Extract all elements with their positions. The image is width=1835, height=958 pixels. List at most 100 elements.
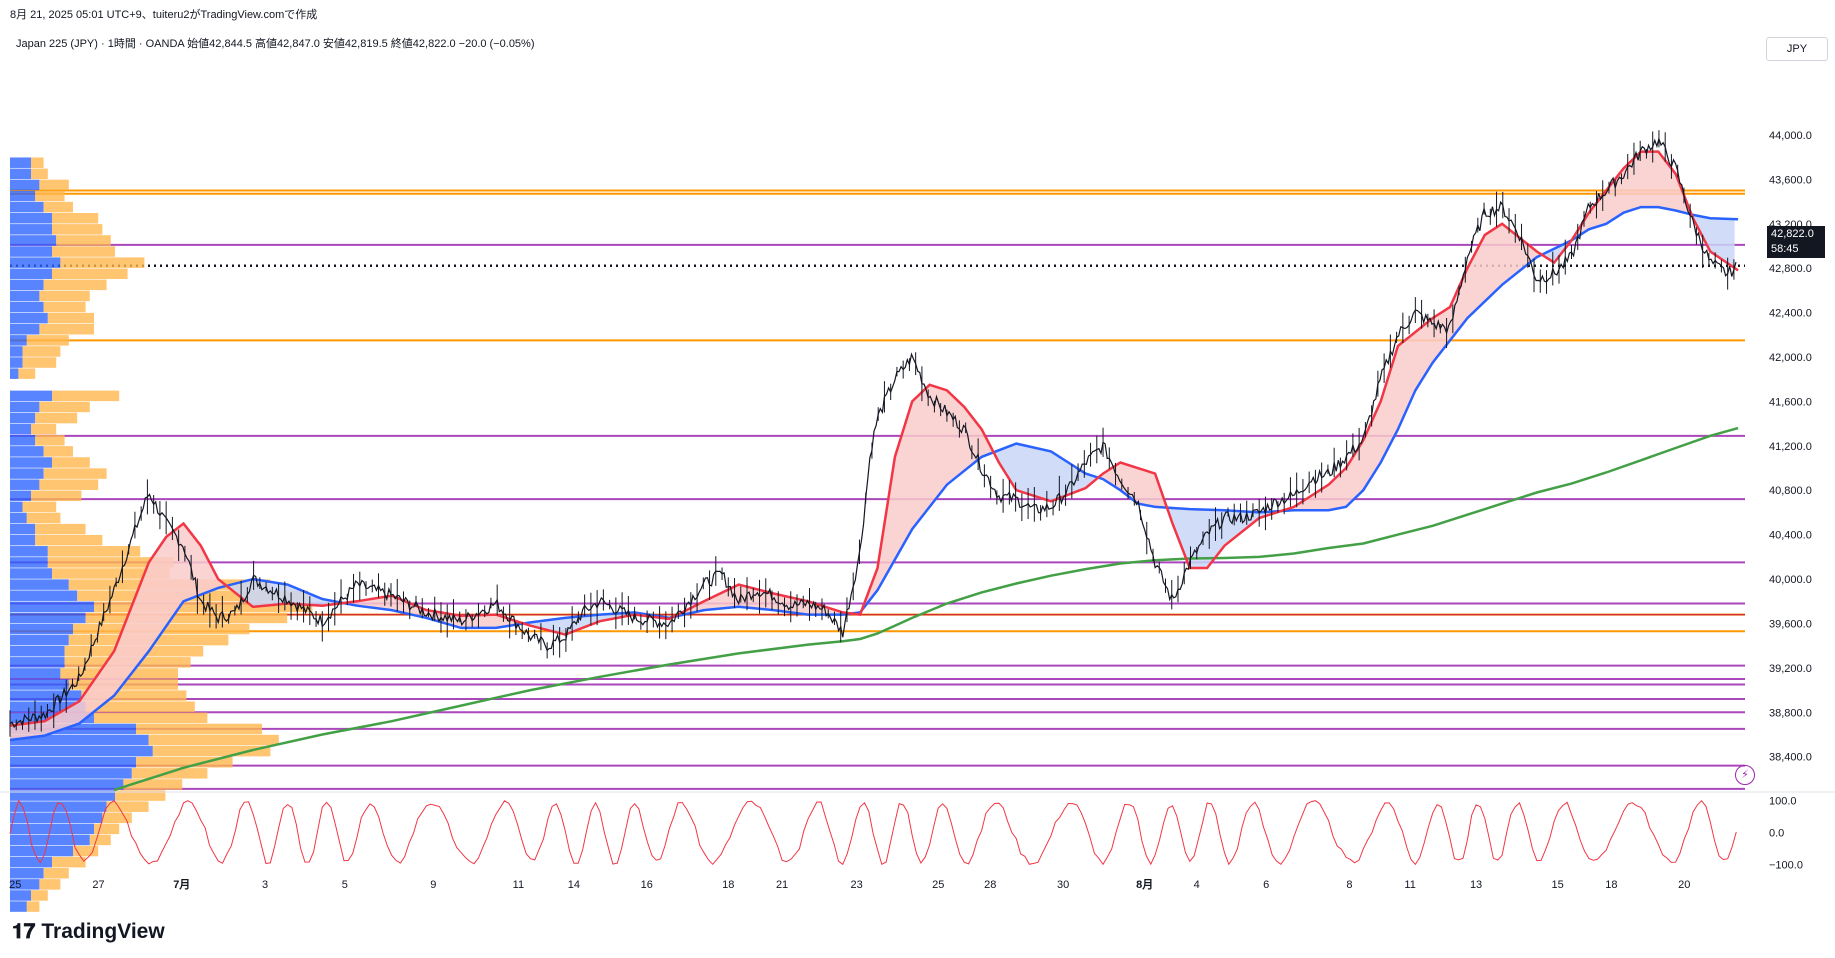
price-tick-label: 42,400.0 xyxy=(1769,308,1812,320)
volume-bar-blue xyxy=(10,301,44,313)
volume-bar-orange xyxy=(60,257,145,268)
volume-bar-orange xyxy=(35,534,103,546)
volume-bar-blue xyxy=(10,490,31,502)
logo-text: TradingView xyxy=(41,920,165,943)
price-tick-label: 39,200.0 xyxy=(1769,663,1812,675)
volume-bar-blue xyxy=(10,734,149,746)
volume-bar-blue xyxy=(10,468,44,479)
volume-bar-blue xyxy=(10,868,44,879)
price-tick-label: 38,400.0 xyxy=(1769,752,1812,764)
volume-bar-orange xyxy=(35,435,65,446)
volume-bar-orange xyxy=(81,690,187,701)
symbol-ohlc-legend[interactable]: Japan 225 (JPY) · 1時間 · OANDA 始値42,844.5… xyxy=(16,38,535,50)
time-tick-label: 28 xyxy=(984,879,996,891)
volume-bar-blue xyxy=(10,346,23,357)
volume-bar-blue xyxy=(10,179,40,191)
volume-bar-blue xyxy=(10,523,36,535)
tradingview-logo[interactable]: 𝟏𝟕 TradingView xyxy=(12,920,165,944)
time-tick-label: 15 xyxy=(1551,879,1563,891)
time-tick-label: 5 xyxy=(342,879,348,891)
volume-bar-orange xyxy=(85,701,195,712)
currency-button[interactable]: JPY xyxy=(1766,37,1828,61)
volume-bar-orange xyxy=(18,368,36,379)
time-tick-label: 30 xyxy=(1057,879,1069,891)
price-tick-label: 39,600.0 xyxy=(1769,618,1812,630)
bear-cloud xyxy=(523,612,673,635)
volume-bar-blue xyxy=(10,190,36,202)
bull-cloud xyxy=(860,384,992,615)
oscillator-tick-label: 0.0 xyxy=(1769,828,1784,840)
price-series xyxy=(9,130,1737,737)
volume-bar-blue xyxy=(10,856,52,868)
time-tick-label: 8月 xyxy=(1136,878,1153,891)
time-tick-label: 11 xyxy=(513,879,524,891)
oscillator-tick-label: 100.0 xyxy=(1769,796,1797,808)
price-tick-label: 40,400.0 xyxy=(1769,530,1812,542)
volume-bar-blue xyxy=(10,312,48,324)
volume-bar-orange xyxy=(47,546,141,557)
time-tick-label: 7月 xyxy=(173,878,190,891)
volume-bar-orange xyxy=(43,201,73,213)
volume-bar-orange xyxy=(22,501,57,513)
volume-bar-blue xyxy=(10,534,36,546)
volume-bar-blue xyxy=(10,324,40,335)
bull-cloud xyxy=(672,584,850,618)
volume-bar-blue xyxy=(10,801,107,812)
volume-bar-orange xyxy=(39,290,90,302)
price-axis: 44,000.043,600.043,200.042,800.042,400.0… xyxy=(1769,130,1812,764)
volume-bar-orange xyxy=(136,723,262,735)
bar-countdown: 58:45 xyxy=(1771,243,1799,255)
price-tick-label: 43,600.0 xyxy=(1769,174,1812,186)
bull-cloud xyxy=(1568,151,1690,245)
volume-bar-blue xyxy=(10,368,19,379)
price-tick-label: 42,000.0 xyxy=(1769,352,1812,364)
volume-bar-orange xyxy=(39,324,94,335)
volume-bar-blue xyxy=(10,668,61,679)
mid-ma-line xyxy=(9,205,1739,742)
volume-bar-orange xyxy=(35,412,78,424)
volume-bar-blue xyxy=(10,412,36,424)
price-tick-label: 40,000.0 xyxy=(1769,574,1812,586)
volume-bar-blue xyxy=(10,201,44,213)
time-tick-label: 20 xyxy=(1678,879,1690,891)
time-tick-label: 16 xyxy=(641,879,653,891)
volume-bar-blue xyxy=(10,357,23,368)
price-line xyxy=(9,136,1737,729)
volume-bar-orange xyxy=(26,335,69,346)
time-tick-label: 27 xyxy=(92,879,104,891)
volume-bar-blue xyxy=(10,290,40,302)
oscillator-tick-label: −100.0 xyxy=(1769,859,1803,871)
volume-bar-blue xyxy=(10,401,40,413)
time-tick-label: 13 xyxy=(1470,879,1482,891)
time-tick-label: 25 xyxy=(9,879,21,891)
volume-bar-blue xyxy=(10,479,40,490)
volume-bar-orange xyxy=(148,734,279,746)
slow-ma-line xyxy=(113,426,1739,792)
volume-bar-orange xyxy=(52,390,120,402)
bear-cloud xyxy=(992,443,1097,502)
time-tick-label: 6 xyxy=(1263,879,1269,891)
volume-bar-blue xyxy=(10,779,124,790)
volume-bar-orange xyxy=(152,745,271,757)
bull-cloud xyxy=(1280,223,1541,512)
bear-cloud xyxy=(1689,209,1735,269)
volume-bar-blue xyxy=(10,335,27,346)
volume-bar-blue xyxy=(10,457,52,468)
lightning-icon[interactable]: ⚡ xyxy=(1735,765,1755,785)
volume-bar-orange xyxy=(73,845,99,857)
oscillator-line xyxy=(9,799,1737,866)
volume-bar-blue xyxy=(10,901,27,912)
volume-bar-blue xyxy=(10,590,78,601)
price-tick-label: 42,800.0 xyxy=(1769,263,1812,275)
volume-bar-orange xyxy=(31,157,44,168)
volume-bar-orange xyxy=(39,401,90,413)
volume-bar-blue xyxy=(10,768,132,779)
volume-bar-blue xyxy=(10,423,31,435)
volume-bar-blue xyxy=(10,512,27,524)
volume-bar-blue xyxy=(10,634,69,646)
volume-bar-orange xyxy=(123,779,183,790)
last-price-value: 42,822.0 xyxy=(1771,228,1814,240)
time-tick-label: 8 xyxy=(1346,879,1352,891)
volume-bar-blue xyxy=(10,612,86,624)
